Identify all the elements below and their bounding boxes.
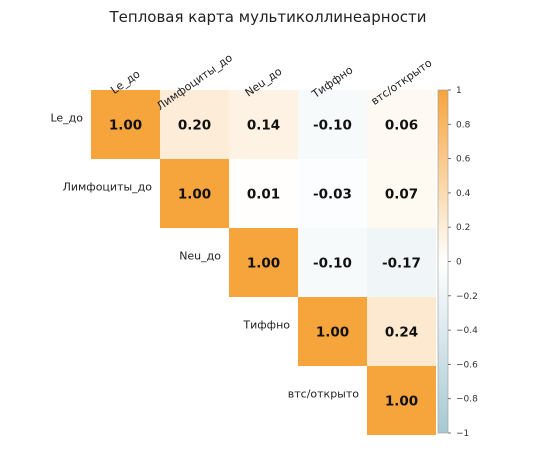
cell-value-label: 0.07 (385, 187, 418, 203)
colorbar-tick-label: 0.2 (456, 223, 470, 233)
row-label: Тиффно (242, 319, 290, 332)
cell-value-label: -0.03 (313, 187, 352, 203)
heatmap-cell (367, 297, 436, 366)
cell-value-label: -0.17 (382, 256, 421, 272)
row-label: Лимфоциты_до (63, 181, 153, 194)
colorbar-tick-label: 0.6 (456, 155, 471, 165)
chart-title: Тепловая карта мультиколлинеарности (109, 8, 427, 26)
colorbar-tick-label: 0.8 (456, 120, 471, 130)
cell-value-label: -0.10 (313, 118, 352, 134)
cell-value-label: 0.01 (247, 187, 280, 203)
heatmap-cell (229, 90, 298, 159)
colorbar-tick-label: −0.2 (456, 292, 478, 302)
cell-value-label: 0.14 (247, 118, 280, 134)
cell-value-label: 0.06 (385, 118, 418, 134)
heatmap-cell (229, 159, 298, 228)
heatmap-cell (160, 90, 229, 159)
cell-value-label: 1.00 (385, 394, 418, 410)
colorbar-tick-label: −0.4 (456, 326, 478, 336)
cell-value-label: 0.24 (385, 325, 418, 341)
heatmap-cell (160, 159, 229, 228)
colorbar-tick-label: 1 (456, 86, 462, 96)
colorbar-tick-label: −0.6 (456, 360, 478, 370)
colorbar-gradient (437, 89, 449, 434)
heatmap-cell (367, 366, 436, 435)
row-label: Neu_до (179, 250, 221, 263)
heatmap-cell (298, 90, 367, 159)
heatmap-cell (367, 228, 436, 297)
heatmap-cell (298, 297, 367, 366)
colorbar-tick-label: 0.4 (456, 189, 471, 199)
heatmap-cells: 1.00 0.20 0.14 -0.10 0.06 1.00 0.01 -0.03 0.07 1.… (91, 90, 436, 435)
heatmap-cell (367, 90, 436, 159)
row-label: Le_до (50, 112, 83, 125)
cell-value-label: 0.20 (178, 118, 211, 134)
row-label: втс/открыто (288, 388, 360, 401)
cell-value-label: 1.00 (109, 118, 142, 134)
colorbar: 1 0.8 0.6 0.4 0.2 0 −0.2 −0.4 −0.6 −0.8 −1 (437, 86, 478, 439)
heatmap-cell (229, 228, 298, 297)
row-labels: Le_до Лимфоциты_до Neu_до Тиффно втс/открыто (50, 112, 359, 401)
heatmap-cell (91, 90, 160, 159)
cell-value-label: 1.00 (316, 325, 349, 341)
cell-value-label: -0.10 (313, 256, 352, 272)
cell-value-label: 1.00 (247, 256, 280, 272)
heatmap-cell (298, 159, 367, 228)
heatmap-cell (298, 228, 367, 297)
colorbar-tick-label: 0 (456, 258, 462, 268)
colorbar-tick-label: −0.8 (456, 395, 478, 405)
heatmap-cell (367, 159, 436, 228)
colorbar-tick-label: −1 (456, 429, 469, 439)
cell-value-label: 1.00 (178, 187, 211, 203)
